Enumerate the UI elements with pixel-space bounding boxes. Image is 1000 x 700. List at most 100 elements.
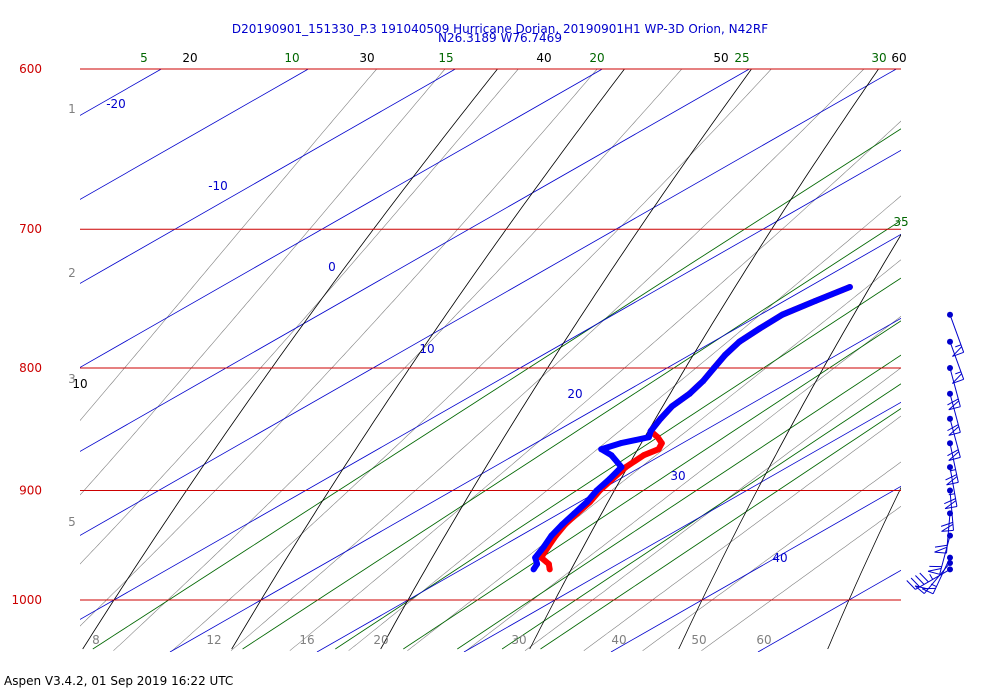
- top-label: 60: [891, 51, 906, 65]
- top-label: 30: [359, 51, 374, 65]
- wind-barb-half: [955, 371, 962, 375]
- wind-barb-full: [947, 449, 959, 457]
- isotherm-line: [80, 69, 897, 536]
- dry-adiabat-line: [231, 69, 625, 650]
- pressure-label: 900: [19, 483, 42, 497]
- dewpoint-profile-point: [583, 498, 590, 505]
- mixing-ratio-line: [92, 128, 901, 650]
- dewpoint-profile-point: [606, 475, 613, 482]
- wind-barb-full: [944, 498, 956, 505]
- isotherm-label: 10: [419, 342, 434, 356]
- moist-adiabat-line: [524, 367, 901, 651]
- mixing-ratio-line: [540, 408, 901, 650]
- dewpoint-profile-point: [608, 452, 615, 459]
- isotherm-line: [80, 149, 901, 620]
- isotherm-line: [80, 69, 309, 200]
- dewpoint-profile-point: [617, 440, 624, 447]
- wind-barb-flag: [946, 476, 959, 486]
- wind-barb-full: [910, 577, 921, 588]
- isobars: [80, 68, 901, 601]
- wind-barb-full: [934, 544, 948, 548]
- bottom-label: 40: [611, 633, 626, 647]
- pressure-label: 800: [19, 361, 42, 375]
- dewpoint-profile-point: [710, 365, 717, 372]
- dewpoint-profile-point: [686, 390, 693, 397]
- dry-adiabat-line: [827, 486, 901, 650]
- sounding-profiles: [530, 284, 853, 573]
- dewpoint-profile-point: [598, 446, 605, 453]
- bottom-label: 16: [299, 633, 314, 647]
- dewpoint-profile-point: [647, 428, 654, 435]
- moist-adiabat-line: [466, 315, 901, 651]
- dewpoint-profile-point: [846, 284, 853, 291]
- isotherm-line: [80, 69, 750, 452]
- moist-adiabat-line: [583, 415, 901, 651]
- top-label: 50: [713, 51, 728, 65]
- wind-barb-staff: [949, 490, 954, 531]
- wind-barb-staff: [949, 393, 961, 433]
- height-km-label: 2: [68, 266, 76, 280]
- top-label: 20: [589, 51, 604, 65]
- dewpoint-profile-point: [722, 351, 729, 358]
- dewpoint-profile-point: [657, 415, 664, 422]
- moist-adiabat-line: [80, 69, 446, 496]
- isotherm-label: 40: [772, 551, 787, 565]
- dry-adiabat-line: [380, 69, 752, 650]
- dewpoint-profile-point: [548, 532, 555, 539]
- wind-barb-staff: [949, 341, 965, 380]
- wind-barb-flag: [922, 587, 936, 595]
- height-km-label: 1: [68, 102, 76, 116]
- pressure-label: 600: [19, 62, 42, 76]
- temperature-profile-point: [622, 464, 629, 471]
- moist-adiabat-line: [80, 69, 598, 627]
- wind-barb-full: [906, 580, 916, 590]
- isotherm-label: -20: [106, 97, 126, 111]
- pressure-label: 700: [19, 222, 42, 236]
- temperature-profile-point: [654, 434, 661, 441]
- wind-barb: [906, 566, 953, 590]
- mixing-ratio-line: [501, 383, 901, 650]
- wind-barb: [947, 338, 965, 384]
- isotherm-line: [463, 401, 901, 652]
- footer-version: Aspen V3.4.2, 01 Sep 2019 16:22 UTC: [4, 674, 234, 688]
- mixing-ratio-line: [403, 320, 901, 650]
- moist-adiabat-line: [701, 505, 901, 651]
- top-label: 5: [140, 51, 148, 65]
- temperature-profile-point: [658, 440, 665, 447]
- isotherm-line: [610, 485, 901, 652]
- moist-adiabat-line: [113, 69, 683, 651]
- dewpoint-profile-point: [700, 377, 707, 384]
- dewpoint-profile-point: [645, 434, 652, 441]
- dewpoint-profile-point: [618, 464, 625, 471]
- chart-subtitle: N26.3189 W76.7469: [438, 31, 562, 45]
- isotherm-line: [169, 233, 901, 652]
- mixing-ratio-lines: [92, 128, 901, 650]
- dewpoint-profile-point: [530, 566, 537, 573]
- wind-barb-flag: [914, 585, 929, 594]
- wind-barb-staff: [949, 418, 961, 458]
- wind-barb-full: [915, 575, 925, 585]
- wind-barb-flag: [952, 373, 964, 384]
- right-label: 35: [893, 215, 908, 229]
- top-label: 15: [438, 51, 453, 65]
- isotherm-line: [80, 69, 456, 284]
- wind-barb-flag: [952, 346, 964, 357]
- wind-barb: [934, 510, 953, 554]
- wind-barb-staff: [949, 443, 959, 483]
- isotherms: [80, 69, 901, 652]
- temperature-profile-point: [640, 452, 647, 459]
- wind-barb: [947, 311, 965, 357]
- wind-barb-flag: [948, 426, 961, 436]
- dewpoint-profile-point: [532, 554, 539, 561]
- wind-barb-staff: [949, 467, 958, 507]
- wind-barb: [947, 365, 961, 411]
- moist-adiabat-line: [80, 69, 378, 421]
- height-km-label: 3: [68, 372, 76, 386]
- moist-adiabat-line: [348, 195, 901, 651]
- isotherm-label: -10: [208, 179, 228, 193]
- wind-barb-flag: [948, 451, 961, 461]
- bottom-label: 8: [92, 633, 100, 647]
- wind-barb: [944, 464, 958, 510]
- bottom-label: 50: [691, 633, 706, 647]
- wind-barb-staff: [923, 562, 951, 594]
